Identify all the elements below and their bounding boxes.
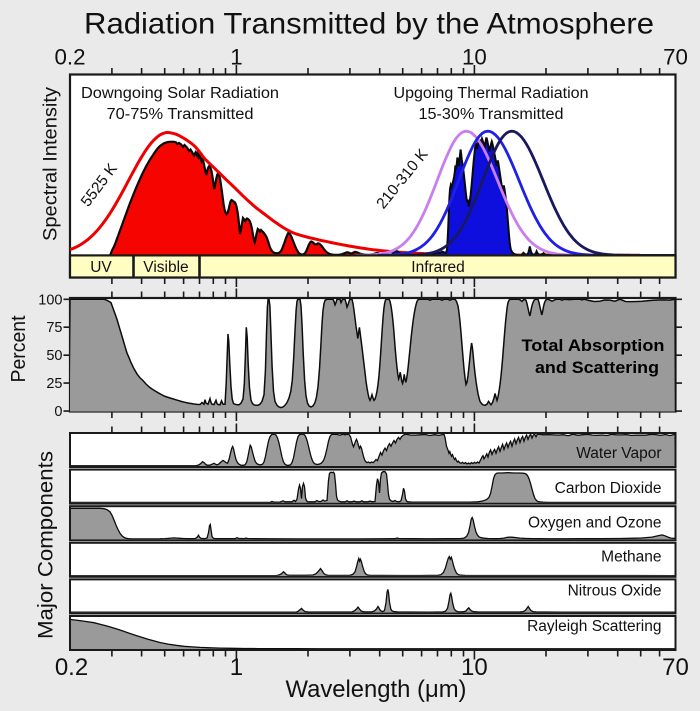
svg-text:50: 50	[46, 348, 62, 364]
svg-text:70-75% Transmitted: 70-75% Transmitted	[107, 106, 254, 123]
svg-text:70: 70	[662, 654, 689, 681]
svg-text:Radiation Transmitted by the A: Radiation Transmitted by the Atmosphere	[84, 8, 654, 41]
svg-text:Upgoing Thermal Radiation: Upgoing Thermal Radiation	[394, 85, 589, 102]
svg-text:Water Vapor: Water Vapor	[576, 445, 661, 462]
svg-text:Wavelength (μm): Wavelength (μm)	[286, 676, 467, 703]
svg-text:Carbon Dioxide: Carbon Dioxide	[555, 480, 662, 497]
svg-text:Percent: Percent	[8, 315, 30, 382]
svg-text:1: 1	[230, 45, 242, 70]
svg-text:1: 1	[230, 654, 243, 681]
svg-text:75: 75	[46, 320, 62, 336]
svg-text:Oxygen and Ozone: Oxygen and Ozone	[528, 514, 662, 531]
svg-text:Infrared: Infrared	[411, 259, 464, 276]
svg-text:Downgoing Solar Radiation: Downgoing Solar Radiation	[81, 85, 279, 102]
svg-text:Major Components: Major Components	[35, 451, 58, 639]
svg-text:0: 0	[54, 404, 62, 420]
svg-text:70: 70	[663, 45, 688, 70]
svg-text:Visible: Visible	[143, 259, 188, 276]
svg-text:Rayleigh Scattering: Rayleigh Scattering	[527, 618, 661, 635]
svg-text:25: 25	[46, 376, 62, 392]
svg-text:100: 100	[38, 292, 62, 308]
svg-text:and Scattering: and Scattering	[535, 359, 659, 377]
svg-text:Methane: Methane	[601, 548, 661, 565]
svg-text:Spectral Intensity: Spectral Intensity	[41, 86, 62, 241]
svg-text:10: 10	[461, 654, 488, 681]
svg-text:0.2: 0.2	[55, 654, 88, 681]
svg-text:15-30% Transmitted: 15-30% Transmitted	[419, 106, 564, 123]
svg-text:0.2: 0.2	[55, 45, 86, 70]
svg-text:Nitrous Oxide: Nitrous Oxide	[568, 583, 662, 600]
svg-text:UV: UV	[90, 259, 112, 276]
svg-text:Total Absorption: Total Absorption	[522, 337, 665, 355]
